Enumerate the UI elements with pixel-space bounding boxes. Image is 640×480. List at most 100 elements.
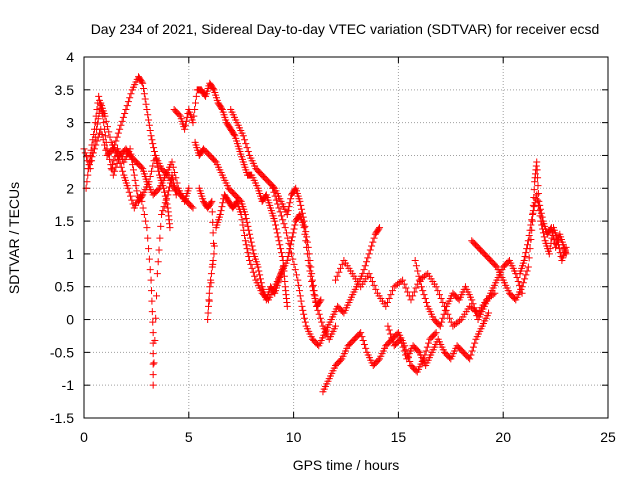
data-point [161,192,169,200]
data-point [359,270,367,278]
y-tick-label: -1.5 [50,410,74,426]
data-point [105,128,113,136]
data-point [121,109,129,117]
series-sat-l [384,309,493,369]
data-point [537,205,545,213]
data-point [522,249,530,257]
data-point [242,214,250,222]
data-point [255,267,263,275]
data-point [524,263,532,271]
data-point [288,250,296,258]
data-point [85,161,93,169]
data-point [241,136,249,144]
data-point [293,271,301,279]
data-point [358,333,366,341]
x-tick-label: 15 [391,429,407,445]
data-point [189,204,197,212]
data-point [152,314,160,322]
data-point [519,279,527,287]
data-point [296,197,304,205]
data-point [272,196,280,204]
data-point [412,262,420,270]
data-point [521,253,529,261]
data-point [277,212,285,220]
data-point [129,161,137,169]
data-point [297,201,305,209]
data-point [138,78,146,86]
data-point [534,174,542,182]
data-point [419,287,427,295]
data-point [306,256,314,264]
series-sat-k [332,256,499,330]
data-point [546,245,554,253]
data-point [181,125,189,133]
series-sat-h [227,106,340,343]
data-point [386,330,394,338]
data-point [243,144,251,152]
data-point [128,155,136,163]
data-point [123,102,131,110]
data-point [211,157,219,165]
data-point [145,245,153,253]
data-point [153,270,161,278]
data-point [151,337,159,345]
data-point [402,284,410,292]
data-point [399,343,407,351]
data-point [201,91,209,99]
data-point [175,111,183,119]
data-point [124,98,132,106]
data-point [272,221,280,229]
data-point [366,246,374,254]
data-point [147,276,155,284]
data-point [237,211,245,219]
data-point [539,225,547,233]
data-point [216,211,224,219]
data-point [299,213,307,221]
data-point [147,132,155,140]
data-point [359,337,367,345]
data-point [364,254,372,262]
series-sat-i [269,184,384,350]
data-point [145,116,153,124]
data-point [526,226,534,234]
data-point [241,237,249,245]
data-point [155,246,163,254]
data-point [414,347,422,355]
data-point [297,297,305,305]
data-point [205,289,213,297]
data-point [357,329,365,337]
data-point [387,291,395,299]
data-point [527,221,535,229]
data-point [90,125,98,133]
data-point [525,254,533,262]
data-point [209,85,217,93]
data-point [102,146,110,154]
data-point [271,192,279,200]
data-point [312,297,320,305]
data-point [84,165,92,173]
series-sat-c [84,73,174,232]
data-point [204,316,212,324]
data-point [168,158,176,166]
data-point [271,217,279,225]
data-point [294,276,302,284]
y-tick-label: 4 [66,49,74,65]
data-point [270,188,278,196]
data-point [109,171,117,179]
data-point [107,165,115,173]
data-point [385,295,393,303]
data-point [281,224,289,232]
data-point [518,283,526,291]
data-point [422,298,430,306]
data-point [147,287,155,295]
data-point [300,217,308,225]
data-point [529,207,537,215]
data-point [301,318,309,326]
data-point [318,318,326,326]
data-point [365,250,373,258]
data-point [523,267,531,275]
data-point [514,277,522,285]
data-point [191,106,199,114]
data-point [337,356,345,364]
data-point [111,141,119,149]
